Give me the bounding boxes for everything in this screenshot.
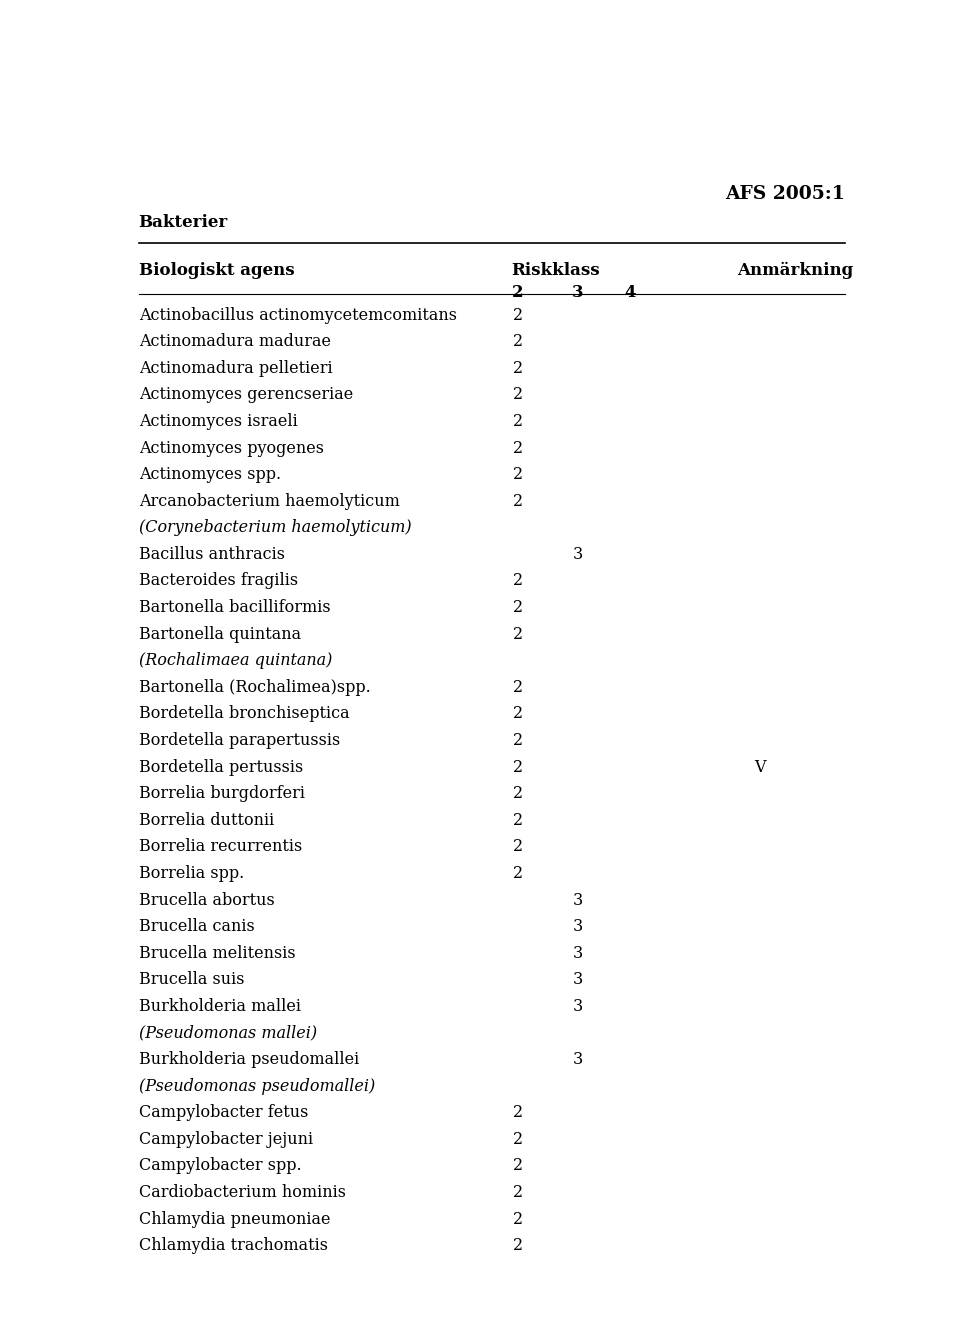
Text: Chlamydia trachomatis: Chlamydia trachomatis [138,1238,327,1254]
Text: 3: 3 [572,997,583,1015]
Text: Brucella canis: Brucella canis [138,918,254,935]
Text: 2: 2 [513,732,523,749]
Text: 3: 3 [572,546,583,563]
Text: 3: 3 [572,918,583,935]
Text: AFS 2005:1: AFS 2005:1 [726,185,846,203]
Text: (Pseudomonas mallei): (Pseudomonas mallei) [138,1024,317,1041]
Text: Brucella melitensis: Brucella melitensis [138,944,296,961]
Text: 2: 2 [513,785,523,802]
Text: Actinomyces israeli: Actinomyces israeli [138,413,298,430]
Text: Bacteroides fragilis: Bacteroides fragilis [138,572,298,590]
Text: Campylobacter jejuni: Campylobacter jejuni [138,1131,313,1147]
Text: Actinobacillus actinomycetemcomitans: Actinobacillus actinomycetemcomitans [138,307,457,324]
Text: 2: 2 [513,493,523,510]
Text: Cardiobacterium hominis: Cardiobacterium hominis [138,1185,346,1201]
Text: 2: 2 [513,1238,523,1254]
Text: Burkholderia mallei: Burkholderia mallei [138,997,300,1015]
Text: 4: 4 [624,284,636,301]
Text: Borrelia spp.: Borrelia spp. [138,865,244,882]
Text: 2: 2 [513,865,523,882]
Text: Biologiskt agens: Biologiskt agens [138,262,294,279]
Text: 3: 3 [572,971,583,988]
Text: 2: 2 [513,572,523,590]
Text: Bakterier: Bakterier [138,214,228,231]
Text: V: V [755,758,765,776]
Text: 2: 2 [513,386,523,404]
Text: Burkholderia pseudomallei: Burkholderia pseudomallei [138,1050,359,1068]
Text: Bordetella pertussis: Bordetella pertussis [138,758,302,776]
Text: 3: 3 [572,891,583,908]
Text: Campylobacter spp.: Campylobacter spp. [138,1158,301,1174]
Text: Bordetella parapertussis: Bordetella parapertussis [138,732,340,749]
Text: Anmärkning: Anmärkning [737,262,853,279]
Text: Brucella abortus: Brucella abortus [138,891,275,908]
Text: (Rochalimaea quintana): (Rochalimaea quintana) [138,652,332,669]
Text: 3: 3 [572,284,584,301]
Text: 2: 2 [513,625,523,643]
Text: Arcanobacterium haemolyticum: Arcanobacterium haemolyticum [138,493,399,510]
Text: 2: 2 [513,838,523,855]
Text: 2: 2 [513,307,523,324]
Text: 2: 2 [513,1158,523,1174]
Text: Actinomadura madurae: Actinomadura madurae [138,333,330,351]
Text: 2: 2 [513,466,523,483]
Text: Borrelia burgdorferi: Borrelia burgdorferi [138,785,304,802]
Text: 2: 2 [513,679,523,696]
Text: 2: 2 [513,440,523,457]
Text: 2: 2 [513,599,523,616]
Text: 2: 2 [513,333,523,351]
Text: (Corynebacterium haemolyticum): (Corynebacterium haemolyticum) [138,519,411,537]
Text: Bartonella quintana: Bartonella quintana [138,625,300,643]
Text: Brucella suis: Brucella suis [138,971,244,988]
Text: 2: 2 [513,1104,523,1121]
Text: (Pseudomonas pseudomallei): (Pseudomonas pseudomallei) [138,1077,374,1094]
Text: Actinomyces pyogenes: Actinomyces pyogenes [138,440,324,457]
Text: Bartonella (Rochalimea)spp.: Bartonella (Rochalimea)spp. [138,679,371,696]
Text: Actinomyces spp.: Actinomyces spp. [138,466,280,483]
Text: 2: 2 [513,413,523,430]
Text: 2: 2 [513,811,523,829]
Text: 3: 3 [572,944,583,961]
Text: 2: 2 [513,284,524,301]
Text: Bordetella bronchiseptica: Bordetella bronchiseptica [138,705,349,722]
Text: 2: 2 [513,1131,523,1147]
Text: Borrelia duttonii: Borrelia duttonii [138,811,274,829]
Text: 2: 2 [513,360,523,377]
Text: 2: 2 [513,705,523,722]
Text: 2: 2 [513,1185,523,1201]
Text: Borrelia recurrentis: Borrelia recurrentis [138,838,301,855]
Text: 2: 2 [513,1211,523,1227]
Text: Chlamydia pneumoniae: Chlamydia pneumoniae [138,1211,330,1227]
Text: Riskklass: Riskklass [511,262,600,279]
Text: Actinomyces gerencseriae: Actinomyces gerencseriae [138,386,353,404]
Text: 3: 3 [572,1050,583,1068]
Text: Campylobacter fetus: Campylobacter fetus [138,1104,308,1121]
Text: 2: 2 [513,758,523,776]
Text: Bacillus anthracis: Bacillus anthracis [138,546,284,563]
Text: Bartonella bacilliformis: Bartonella bacilliformis [138,599,330,616]
Text: Actinomadura pelletieri: Actinomadura pelletieri [138,360,332,377]
